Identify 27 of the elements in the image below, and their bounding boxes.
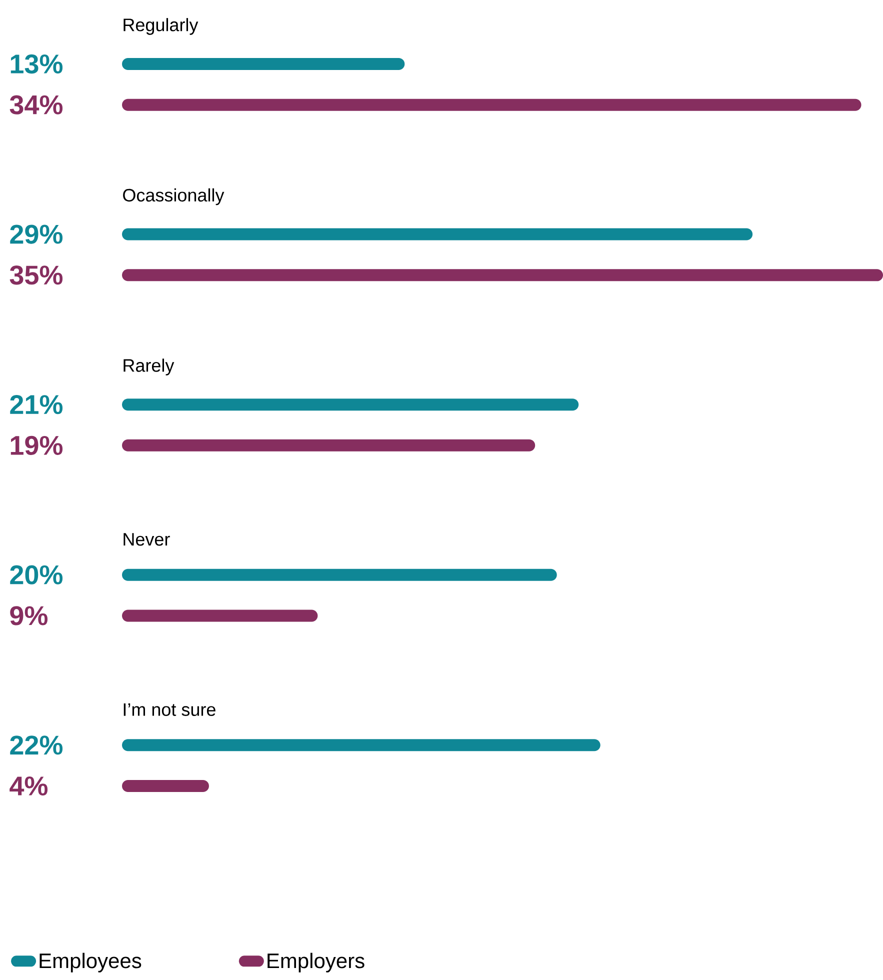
bar: [122, 228, 753, 240]
y-tick-label: Regularly: [124, 18, 198, 35]
bar: [122, 780, 209, 792]
bar: [122, 610, 318, 622]
bar: [122, 439, 536, 452]
data-label: 35%: [10, 266, 63, 285]
legend-label: Employees: [40, 952, 142, 972]
data-label: 9%: [10, 606, 48, 626]
data-label: 34%: [10, 95, 63, 114]
data-label: 29%: [10, 224, 63, 244]
bar: [122, 739, 600, 752]
data-label: 13%: [10, 54, 63, 74]
data-label: 21%: [10, 395, 63, 414]
y-tick-label: I’m not sure: [124, 703, 216, 716]
bar: [122, 269, 883, 282]
bar: [122, 58, 405, 70]
legend-label: Employers: [268, 952, 364, 972]
y-tick-label: Never: [124, 533, 170, 546]
bar: [122, 568, 557, 581]
data-label: 19%: [10, 436, 63, 455]
y-tick-label: Rarely: [124, 358, 174, 376]
bar: [122, 98, 862, 111]
data-label: 4%: [10, 776, 48, 796]
data-label: 20%: [10, 565, 63, 584]
y-tick-label: Ocassionally: [123, 188, 224, 206]
bar: [122, 398, 579, 411]
data-label: 22%: [10, 736, 63, 755]
